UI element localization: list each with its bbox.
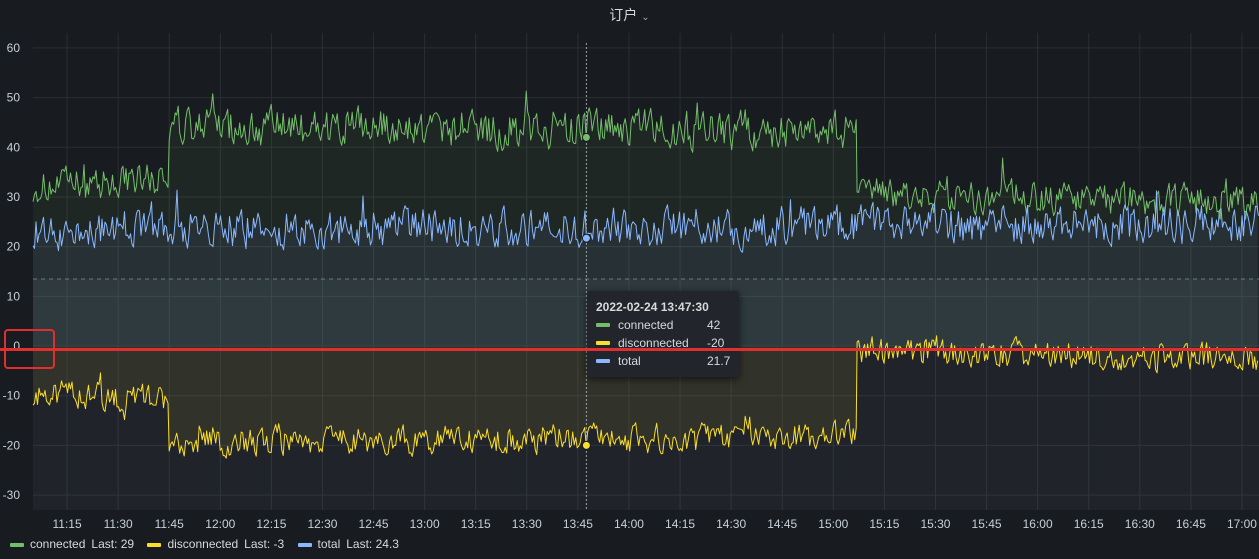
legend-item-connected[interactable]: connected Last: 29: [10, 537, 134, 551]
x-tick-label: 14:30: [716, 517, 746, 531]
y-tick-label: -10: [3, 389, 21, 403]
disconnected-hover-point: [581, 440, 591, 450]
total-hover-point: [581, 233, 591, 243]
legend-item-total[interactable]: total Last: 24.3: [297, 537, 399, 551]
x-tick-label: 16:45: [1176, 517, 1206, 531]
x-tick-label: 11:30: [104, 517, 133, 531]
x-tick-label: 15:15: [869, 517, 899, 531]
x-tick-label: 13:15: [461, 517, 491, 531]
tooltip-series-name: connected: [618, 318, 674, 332]
x-tick-label: 13:45: [563, 517, 593, 531]
x-tick-label: 12:15: [256, 517, 286, 531]
tooltip: 2022-02-24 13:47:30 connected 42 disconn…: [587, 291, 739, 377]
tooltip-series-name: total: [618, 354, 641, 368]
legend-last-label: Last:: [91, 537, 118, 551]
y-tick-label: 30: [7, 190, 21, 204]
legend-series-name: total: [317, 537, 341, 551]
disconnected-swatch-icon: [147, 542, 162, 547]
tooltip-time: 2022-02-24 13:47:30: [596, 300, 709, 314]
x-tick-label: 12:30: [307, 517, 337, 531]
tooltip-series-value: 42: [707, 318, 721, 332]
highlight-zero-line: [0, 348, 1259, 351]
connected-swatch-icon: [596, 323, 610, 327]
panel-title[interactable]: 订户 ⌄: [0, 5, 1259, 25]
x-axis: 11:15 11:30 11:45 12:00 12:15 12:30 12:45 13:00…: [52, 517, 1257, 531]
connected-area: [33, 91, 1258, 347]
y-axis: 60 50 40 30 20 10 0 -10 -20 -30: [3, 41, 21, 502]
tooltip-series-value: 21.7: [707, 354, 731, 368]
x-tick-label: 14:15: [665, 517, 695, 531]
x-tick-label: 17:00: [1227, 517, 1257, 531]
highlight-zero-box: [4, 329, 55, 369]
x-tick-label: 11:45: [155, 517, 184, 531]
x-tick-label: 15:00: [818, 517, 848, 531]
y-tick-label: 50: [7, 91, 21, 105]
x-tick-label: 13:00: [410, 517, 440, 531]
x-tick-label: 11:15: [52, 517, 81, 531]
x-tick-label: 16:00: [1023, 517, 1053, 531]
x-tick-label: 13:30: [512, 517, 542, 531]
total-area: [33, 190, 1259, 347]
disconnected-swatch-icon: [596, 341, 610, 345]
connected-hover-point: [581, 132, 591, 142]
x-tick-label: 14:00: [614, 517, 644, 531]
tooltip-row-connected: connected 42: [596, 318, 736, 334]
x-tick-label: 15:45: [972, 517, 1002, 531]
x-tick-label: 14:45: [767, 517, 797, 531]
disconnected-area: [33, 335, 1258, 459]
legend-last-label: Last:: [244, 537, 271, 551]
tooltip-series-value: -20: [707, 336, 725, 350]
legend-series-name: connected: [30, 537, 86, 551]
x-tick-label: 16:15: [1074, 517, 1104, 531]
legend-series-name: disconnected: [167, 537, 239, 551]
y-tick-label: 40: [7, 140, 21, 154]
legend-last-label: Last:: [346, 537, 373, 551]
legend-last-value: 29: [120, 537, 135, 551]
series-areas: [33, 91, 1259, 510]
y-tick-label: 20: [7, 240, 21, 254]
legend-last-value: 24.3: [375, 537, 399, 551]
y-tick-label: -20: [3, 438, 21, 452]
y-tick-label: 10: [7, 289, 21, 303]
legend: connected Last: 29 disconnected Last: -3 t…: [10, 537, 409, 551]
x-tick-label: 16:30: [1125, 517, 1155, 531]
connected-line: [32, 90, 1259, 220]
tooltip-series-name: disconnected: [618, 336, 689, 350]
connected-swatch-icon: [10, 542, 24, 547]
total-swatch-icon: [297, 542, 312, 547]
x-tick-label: 15:30: [920, 517, 950, 531]
x-tick-label: 12:45: [359, 517, 389, 531]
panel-title-text: 订户: [609, 7, 638, 23]
tooltip-row-disconnected: disconnected -20: [596, 336, 736, 352]
x-tick-label: 12:00: [205, 517, 235, 531]
total-swatch-icon: [596, 359, 610, 363]
chevron-down-icon: ⌄: [641, 12, 650, 23]
y-tick-label: -30: [3, 488, 21, 502]
y-tick-label: 0: [13, 339, 20, 353]
legend-last-value: -3: [273, 537, 285, 551]
tooltip-row-total: total 21.7: [596, 354, 736, 370]
y-tick-label: 60: [7, 41, 21, 55]
hover-layer: [581, 43, 591, 510]
total-line: [32, 189, 1259, 253]
legend-item-disconnected[interactable]: disconnected Last: -3: [147, 537, 284, 551]
